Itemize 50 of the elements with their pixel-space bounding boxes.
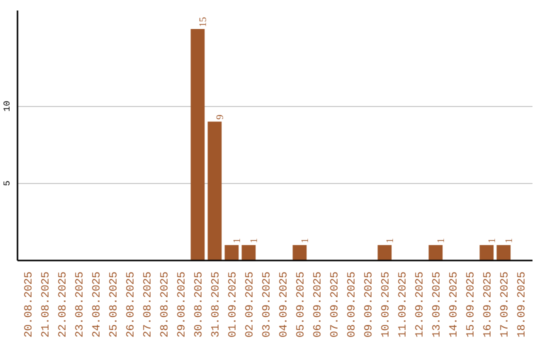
x-tick-label: 17.09.2025 <box>500 271 512 338</box>
bar <box>378 245 392 260</box>
x-tick-label: 10.09.2025 <box>380 271 393 338</box>
x-tick-label: 21.08.2025 <box>40 271 53 338</box>
x-tick-label: 12.09.2025 <box>414 271 427 338</box>
bar <box>242 245 256 260</box>
x-tick-label: 22.08.2025 <box>58 271 70 338</box>
x-tick-label: 29.08.2025 <box>176 271 189 338</box>
y-tick-label: 5 <box>2 180 12 186</box>
x-tick-label: 16.09.2025 <box>482 271 495 338</box>
bar <box>480 245 494 260</box>
y-tick-label: 10 <box>2 100 12 112</box>
x-tick-label: 27.08.2025 <box>142 271 155 338</box>
x-tick-label: 26.08.2025 <box>126 271 138 338</box>
x-tick-label: 13.09.2025 <box>432 271 444 338</box>
bar <box>190 29 205 260</box>
x-tick-label: 06.09.2025 <box>312 271 325 338</box>
x-tick-label: 18.09.2025 <box>516 271 529 338</box>
x-tick-label: 31.08.2025 <box>210 271 223 338</box>
data-label: 15 <box>198 17 210 28</box>
x-tick-label: 14.09.2025 <box>448 271 461 338</box>
data-label: 1 <box>385 238 396 244</box>
x-tick-label: 25.08.2025 <box>108 271 121 338</box>
bar <box>292 245 307 260</box>
bar <box>224 245 239 260</box>
x-tick-label: 30.08.2025 <box>194 271 206 338</box>
data-label: 1 <box>300 238 312 244</box>
x-tick-label: 07.09.2025 <box>330 271 342 338</box>
x-tick-label: 01.09.2025 <box>228 271 240 338</box>
bar <box>496 245 511 260</box>
x-tick-label: 28.08.2025 <box>160 271 172 338</box>
x-tick-label: 15.09.2025 <box>466 271 478 338</box>
bar <box>428 245 443 260</box>
x-tick-label: 05.09.2025 <box>296 271 308 338</box>
x-tick-label: 20.08.2025 <box>24 271 36 338</box>
data-label: 9 <box>215 114 226 120</box>
x-tick-label: 24.08.2025 <box>92 271 104 338</box>
x-tick-label: 09.09.2025 <box>364 271 376 338</box>
x-tick-label: 03.09.2025 <box>262 271 274 338</box>
data-label: 1 <box>249 238 260 244</box>
data-label: 1 <box>232 238 244 244</box>
x-tick-label: 02.09.2025 <box>244 271 257 338</box>
x-tick-label: 11.09.2025 <box>398 271 410 338</box>
x-tick-label: 08.09.2025 <box>346 271 359 338</box>
x-tick-label: 23.08.2025 <box>74 271 87 338</box>
x-tick-label: 04.09.2025 <box>278 271 291 338</box>
data-label: 1 <box>504 238 516 244</box>
data-label: 1 <box>487 238 498 244</box>
data-label: 1 <box>436 238 448 244</box>
bar <box>208 122 222 260</box>
